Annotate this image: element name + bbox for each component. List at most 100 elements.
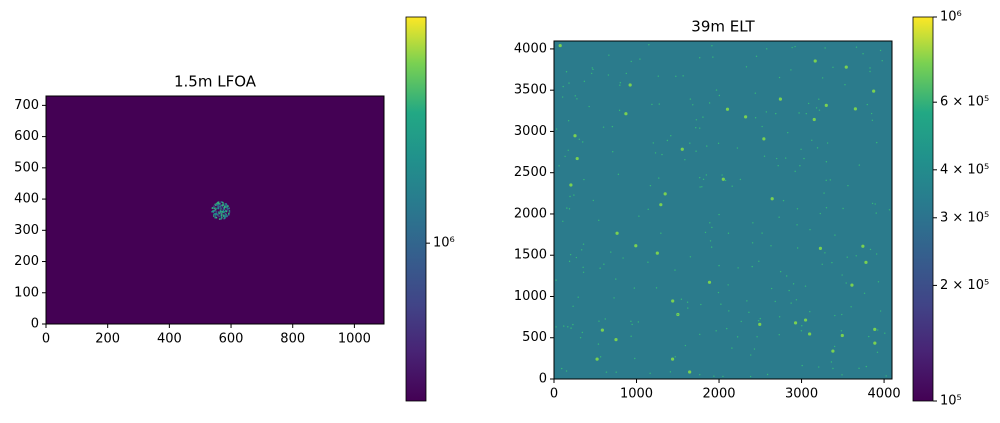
star [788,289,790,292]
star [825,207,828,209]
star [577,296,579,298]
star [718,264,720,267]
star [648,44,650,46]
star [689,256,692,258]
star [749,375,752,378]
y-tick-label: 500 [522,330,547,345]
star [582,141,584,143]
star [711,45,713,47]
star [707,280,712,284]
star [779,270,782,273]
star [825,161,828,163]
star [721,177,725,181]
star [796,247,799,249]
star [841,313,843,316]
star [583,80,586,83]
speckle [218,203,220,206]
star [724,179,727,182]
star [778,334,780,336]
speckle [220,218,222,220]
star [658,103,660,105]
speckle [224,213,227,215]
speckle [228,207,230,210]
star [844,65,848,69]
star [700,303,702,306]
star [565,370,568,372]
x-tick-label: 200 [95,332,120,347]
star [731,185,733,187]
y-tick-label: 2000 [514,206,547,221]
star [728,310,730,312]
speckle [225,203,227,205]
star [718,94,721,97]
star [775,157,778,160]
star [834,314,836,317]
star [655,287,658,289]
star [875,212,877,214]
star [710,246,713,248]
star [659,203,663,207]
star [815,107,818,109]
star [855,46,858,48]
star [872,89,876,93]
star [821,77,824,79]
star [573,134,577,138]
star [569,183,573,187]
star [775,112,777,115]
star [630,60,632,63]
star [727,284,729,286]
star [605,371,608,373]
star [816,147,819,149]
star [567,149,569,152]
star [809,228,811,231]
star [567,326,569,328]
star [778,76,781,79]
y-tick-label: 300 [14,223,39,238]
star [570,327,572,329]
star [702,178,705,181]
star [612,151,614,153]
star [649,184,652,187]
star [580,249,583,251]
star [569,253,572,256]
star [813,59,817,63]
star [628,83,632,87]
speckle [214,215,217,218]
star [658,177,660,179]
speckle [226,207,229,210]
star [713,375,715,377]
star [763,155,766,157]
star [745,66,748,68]
star [634,357,636,360]
speckle [219,212,222,214]
star [564,155,566,158]
star [708,102,711,104]
star [600,328,604,332]
star [754,92,757,94]
star [572,323,574,326]
speckle [214,214,217,216]
star [677,313,679,316]
x-tick-label: 1000 [620,387,653,402]
star [717,142,720,145]
y-tick-label: 4000 [514,41,547,56]
speckle [220,207,222,210]
star [737,267,739,269]
speckle [217,206,220,208]
star [655,251,659,255]
speckle [222,211,225,213]
y-tick-label: 600 [14,129,39,144]
star [702,116,704,118]
star [834,234,836,236]
star [639,58,641,60]
y-tick-label: 200 [14,254,39,269]
star [801,364,803,367]
star [753,348,756,350]
star [795,299,798,301]
star [762,137,766,141]
star [619,84,621,86]
speckle [213,215,215,217]
star [756,336,758,338]
star [720,303,722,305]
